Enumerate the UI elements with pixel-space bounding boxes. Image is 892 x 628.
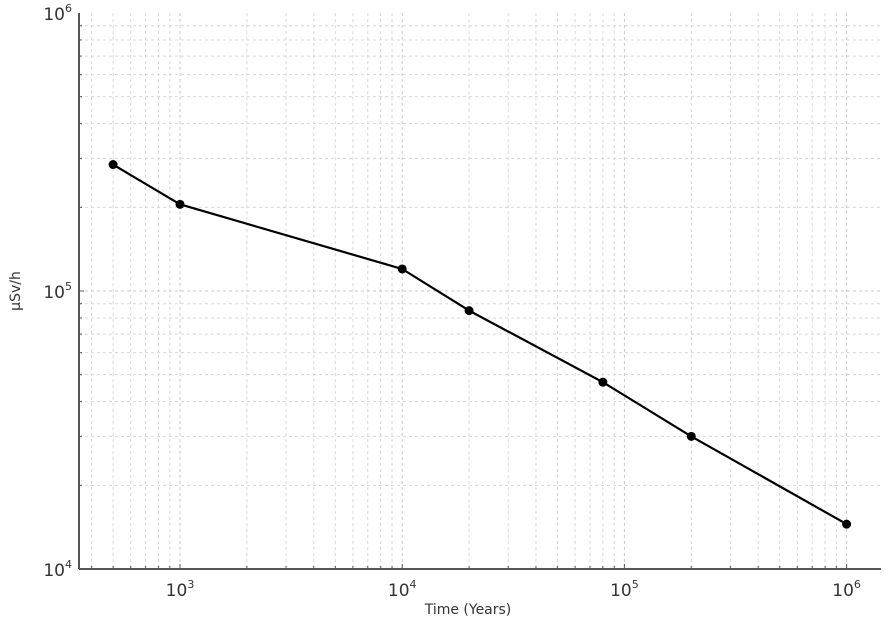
x-axis-label: Time (Years)	[424, 602, 512, 618]
y-tick-label: 106	[43, 2, 72, 25]
data-series	[108, 160, 852, 529]
y-tick-label: 105	[43, 280, 72, 303]
data-point-marker	[686, 431, 696, 441]
x-tick-label: 105	[610, 578, 639, 601]
data-point-marker	[397, 264, 407, 274]
axes	[78, 13, 881, 570]
y-axis-label: μSv/h	[8, 271, 24, 311]
grid-lines	[79, 13, 881, 569]
data-point-marker	[175, 199, 185, 209]
x-tick-label: 106	[832, 578, 861, 601]
x-tick-label: 104	[388, 578, 417, 601]
x-tick-label: 103	[166, 578, 195, 601]
tick-labels: 103 104 105 106 104 105 106	[43, 2, 861, 601]
data-point-marker	[598, 377, 608, 387]
y-tick-label: 104	[43, 558, 72, 581]
data-point-marker	[464, 306, 474, 316]
data-point-marker	[108, 160, 118, 170]
data-point-marker	[842, 519, 852, 529]
series-line	[112, 163, 848, 526]
